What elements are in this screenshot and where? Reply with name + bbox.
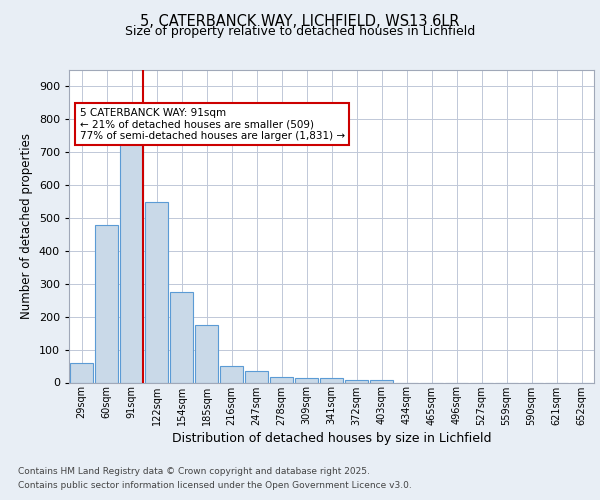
Text: Contains public sector information licensed under the Open Government Licence v3: Contains public sector information licen…	[18, 481, 412, 490]
Y-axis label: Number of detached properties: Number of detached properties	[20, 133, 33, 320]
Text: Size of property relative to detached houses in Lichfield: Size of property relative to detached ho…	[125, 25, 475, 38]
Bar	[220, 366, 244, 382]
Bar	[295, 378, 319, 382]
Bar	[370, 380, 394, 382]
Bar	[170, 292, 193, 382]
Bar	[245, 371, 268, 382]
Bar	[194, 325, 218, 382]
Bar	[119, 142, 143, 382]
Text: Contains HM Land Registry data © Crown copyright and database right 2025.: Contains HM Land Registry data © Crown c…	[18, 467, 370, 476]
Bar	[344, 380, 368, 382]
Bar	[269, 376, 293, 382]
Bar	[70, 363, 94, 382]
Bar	[95, 224, 118, 382]
Bar	[320, 378, 343, 382]
Text: 5 CATERBANCK WAY: 91sqm
← 21% of detached houses are smaller (509)
77% of semi-d: 5 CATERBANCK WAY: 91sqm ← 21% of detache…	[79, 108, 344, 140]
X-axis label: Distribution of detached houses by size in Lichfield: Distribution of detached houses by size …	[172, 432, 491, 444]
Text: 5, CATERBANCK WAY, LICHFIELD, WS13 6LR: 5, CATERBANCK WAY, LICHFIELD, WS13 6LR	[140, 14, 460, 29]
Bar	[145, 202, 169, 382]
